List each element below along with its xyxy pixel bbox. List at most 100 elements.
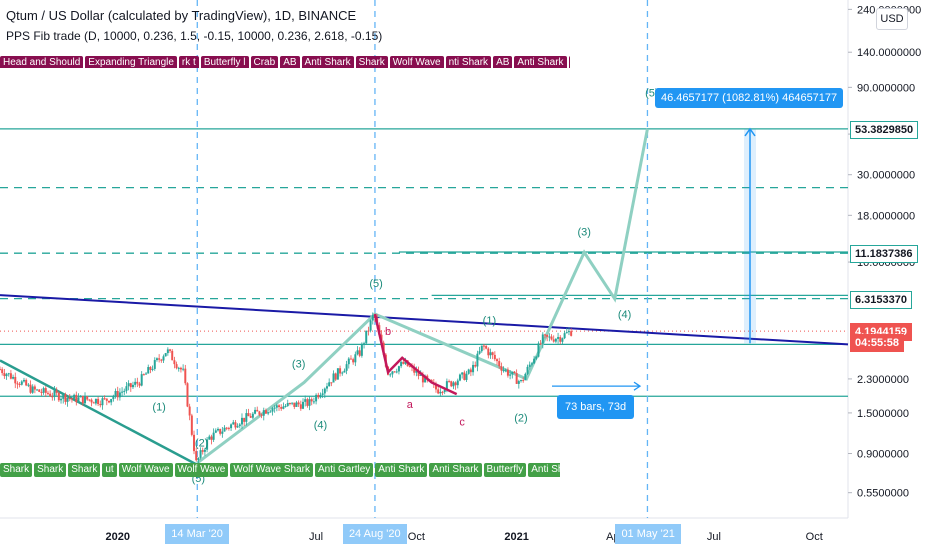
candle-body bbox=[315, 394, 318, 402]
candle-body bbox=[142, 374, 145, 376]
candle-body bbox=[317, 394, 320, 398]
candle-body bbox=[424, 375, 427, 383]
candle-body bbox=[358, 350, 361, 356]
pattern-tag: Anti Gartley bbox=[315, 463, 374, 477]
candle-body bbox=[356, 350, 359, 355]
candle-body bbox=[97, 398, 100, 405]
candle-body bbox=[513, 371, 516, 374]
candle-body bbox=[345, 364, 348, 371]
y-tick-label: 140.0000000 bbox=[857, 47, 921, 59]
candle-body bbox=[349, 358, 352, 360]
x-tick-label: 2020 bbox=[105, 531, 129, 543]
candle-body bbox=[151, 368, 154, 370]
candle-body bbox=[561, 338, 564, 342]
candle-body bbox=[286, 403, 289, 406]
candle-body bbox=[515, 373, 518, 384]
candle-body bbox=[517, 381, 520, 384]
wave-label: b bbox=[385, 326, 391, 338]
candle-body bbox=[203, 449, 206, 452]
candle-body bbox=[199, 450, 202, 458]
candle-body bbox=[278, 405, 281, 408]
candle-body bbox=[149, 367, 152, 370]
candle-body bbox=[535, 356, 538, 359]
candle-body bbox=[27, 384, 30, 386]
candle-body bbox=[42, 388, 45, 393]
candle-body bbox=[138, 383, 141, 386]
candle-body bbox=[33, 386, 36, 390]
candle-body bbox=[68, 398, 71, 400]
candle-body bbox=[14, 376, 17, 384]
candle-body bbox=[206, 439, 209, 450]
x-tick-label: Jul bbox=[707, 531, 721, 543]
candle-body bbox=[552, 339, 555, 342]
pattern-tag: AB bbox=[493, 56, 513, 68]
candle-body bbox=[51, 396, 54, 398]
candle-body bbox=[223, 427, 226, 432]
candle-body bbox=[395, 371, 398, 373]
wave-label: (3) bbox=[292, 359, 305, 371]
candle-body bbox=[60, 398, 63, 401]
candle-body bbox=[491, 352, 494, 355]
candle-body bbox=[243, 417, 246, 422]
candle-body bbox=[419, 374, 422, 376]
candle-body bbox=[125, 386, 128, 391]
candle-body bbox=[271, 408, 274, 412]
candle-body bbox=[437, 389, 440, 394]
candle-body bbox=[336, 368, 339, 380]
candle-body bbox=[262, 410, 265, 416]
pattern-tag: Wolf Wave bbox=[118, 463, 173, 477]
candle-body bbox=[73, 394, 76, 399]
pattern-tag: Head and Should bbox=[0, 56, 84, 68]
pattern-tag: Anti Shark bbox=[301, 56, 354, 68]
candle-body bbox=[520, 380, 523, 382]
candle-body bbox=[546, 334, 549, 337]
wave-label: (2) bbox=[514, 412, 527, 424]
wave-label: (4) bbox=[618, 309, 631, 321]
candle-body bbox=[251, 413, 254, 418]
candle-body bbox=[245, 413, 248, 422]
candle-body bbox=[31, 386, 34, 393]
pattern-tag: Wolf Wave bbox=[389, 56, 444, 68]
candle-body bbox=[509, 374, 512, 376]
candle-body bbox=[225, 427, 228, 429]
pattern-tag: Shark bbox=[0, 463, 33, 477]
candle-body bbox=[480, 345, 483, 352]
candle-body bbox=[210, 436, 213, 440]
candle-body bbox=[227, 427, 230, 429]
candle-body bbox=[474, 364, 477, 367]
measure-arrow-head bbox=[744, 127, 756, 137]
candle-body bbox=[306, 399, 309, 406]
candle-body bbox=[129, 383, 132, 388]
trendline bbox=[0, 294, 849, 346]
candle-body bbox=[195, 451, 198, 461]
candle-body bbox=[487, 348, 490, 356]
candle-body bbox=[570, 331, 573, 336]
candle-body bbox=[267, 412, 270, 414]
candle-body bbox=[302, 401, 305, 409]
candle-body bbox=[22, 379, 25, 382]
candle-body bbox=[25, 379, 28, 386]
currency-button[interactable]: USD bbox=[876, 8, 908, 30]
candle-body bbox=[219, 428, 222, 434]
candle-body bbox=[421, 374, 424, 383]
x-tick-label: Oct bbox=[408, 531, 425, 543]
candle-body bbox=[275, 405, 278, 408]
candle-body bbox=[454, 382, 457, 386]
candle-body bbox=[554, 338, 557, 342]
candle-body bbox=[92, 402, 95, 404]
candle-body bbox=[208, 436, 211, 440]
candle-body bbox=[500, 366, 503, 371]
indicator-legend[interactable]: PPS Fib trade (D, 10000, 0.236, 1.5, -0.… bbox=[6, 29, 383, 43]
pattern-tag: ut bbox=[102, 463, 117, 477]
candle-body bbox=[498, 361, 501, 367]
candle-body bbox=[254, 409, 257, 414]
candle-body bbox=[563, 333, 566, 339]
candle-body bbox=[49, 393, 52, 397]
wave-label: (1) bbox=[152, 401, 165, 413]
candle-body bbox=[256, 409, 259, 412]
candle-body bbox=[79, 395, 82, 398]
candle-body bbox=[413, 366, 416, 373]
candle-body bbox=[190, 415, 193, 435]
time-badge: 01 May '21 bbox=[615, 524, 681, 544]
